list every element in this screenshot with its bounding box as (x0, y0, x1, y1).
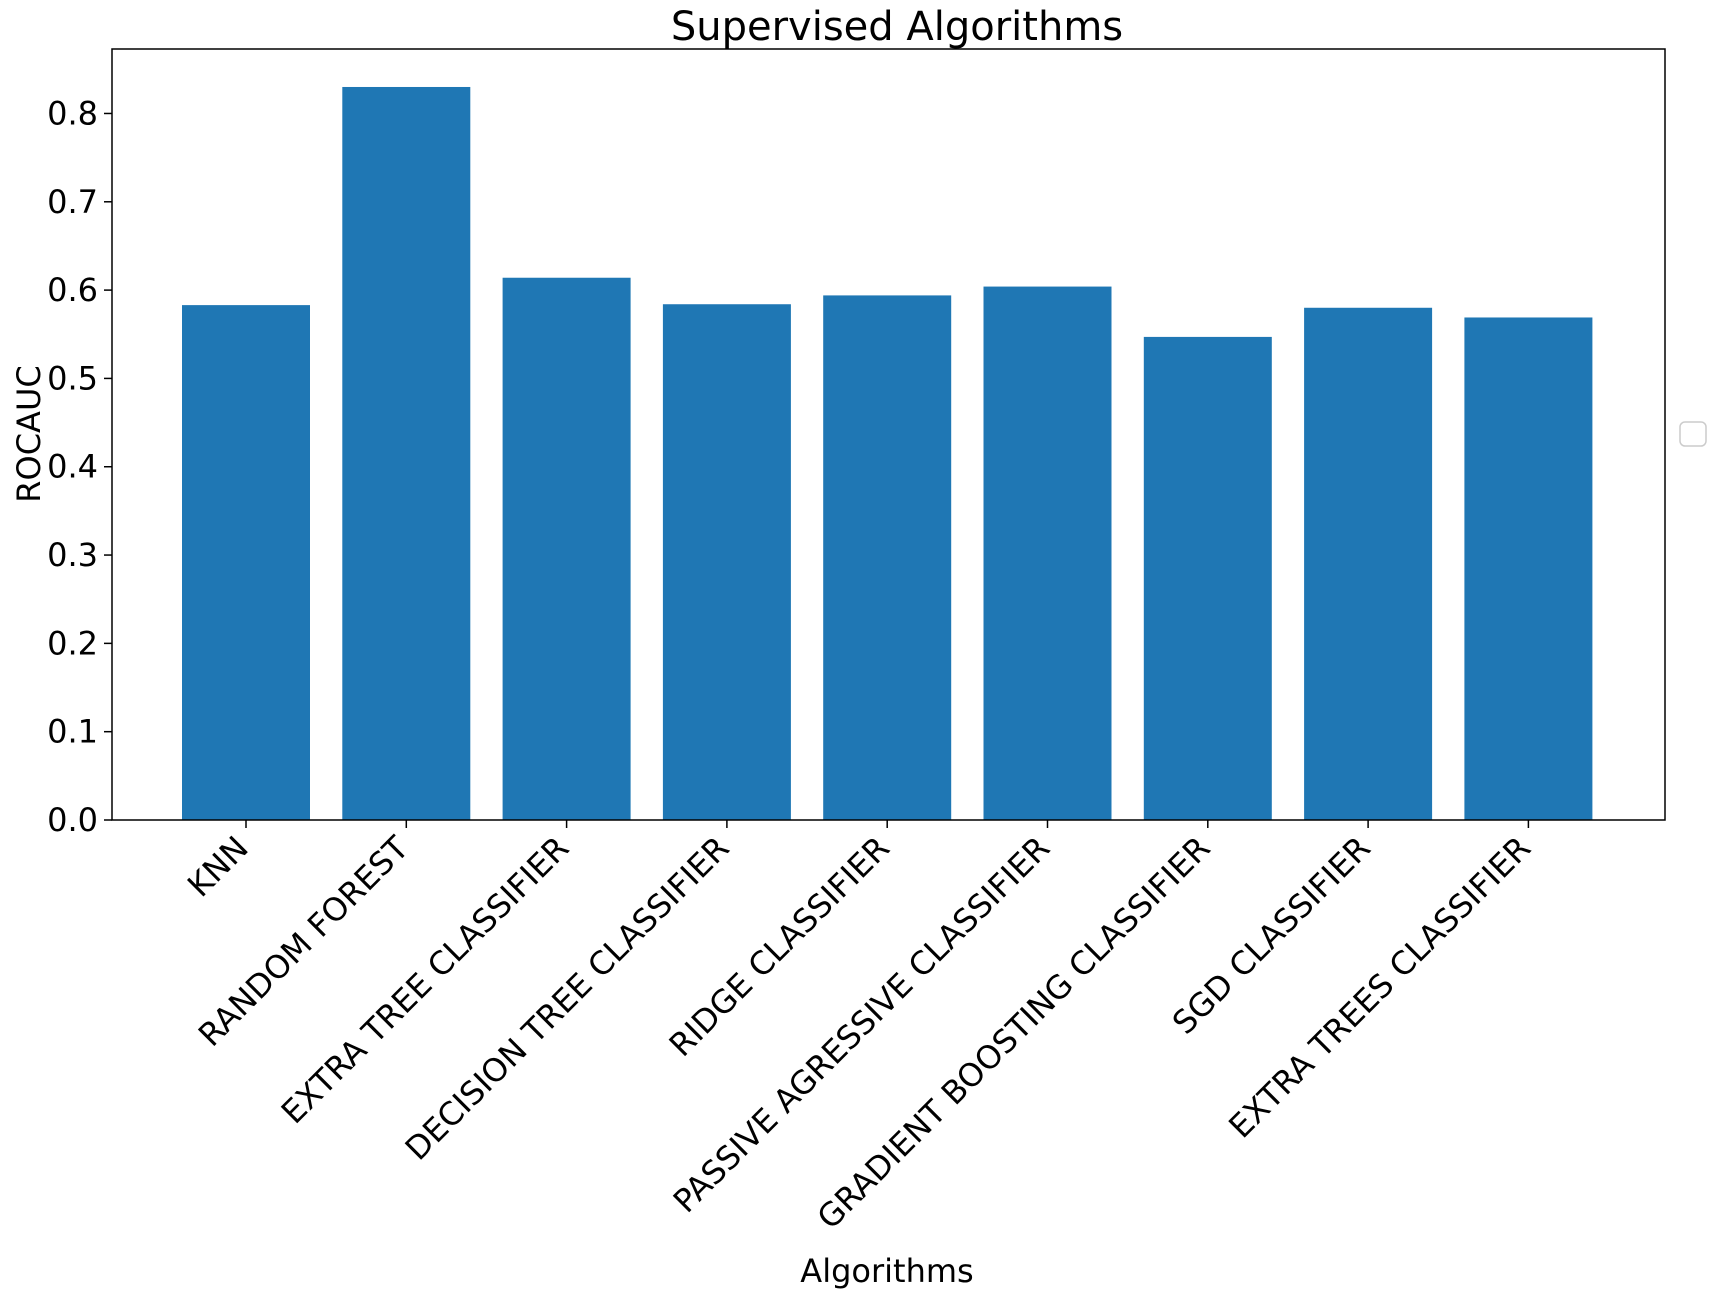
bar (662, 304, 791, 821)
chart-title: Supervised Algorithms (671, 4, 1123, 50)
y-tick-label: 0.7 (47, 183, 98, 221)
y-tick-label: 0.1 (47, 713, 98, 751)
bars-group (182, 86, 1593, 821)
bar (823, 295, 952, 820)
x-tick-label: DECISION TREE CLASSIFIER (398, 829, 737, 1168)
x-tick-label: KNN (180, 829, 256, 905)
y-axis: 0.0 0.1 0.2 0.3 0.4 0.5 0.6 0.7 0.8 (47, 94, 112, 839)
bar (983, 286, 1112, 820)
bar (1304, 307, 1433, 820)
y-tick-label: 0.2 (47, 624, 98, 662)
y-tick-label: 0.5 (47, 359, 98, 397)
plot-frame (111, 48, 1666, 821)
x-tick-label: EXTRA TREES CLASSIFIER (1221, 829, 1538, 1146)
y-tick-label: 0.6 (47, 271, 98, 309)
bar (502, 277, 631, 820)
bar (182, 305, 310, 821)
y-axis-label: ROCAUC (10, 365, 48, 502)
y-tick-label: 0.8 (47, 94, 98, 132)
x-tick-label: EXTRA TREE CLASSIFIER (274, 829, 576, 1131)
bar (1143, 336, 1272, 820)
x-axis-label: Algorithms (800, 1252, 973, 1290)
bar (342, 86, 471, 820)
y-tick-label: 0.0 (47, 801, 98, 839)
y-tick-label: 0.4 (47, 448, 98, 486)
legend-box (1679, 421, 1707, 447)
bar (1464, 317, 1593, 820)
y-tick-label: 0.3 (47, 536, 98, 574)
